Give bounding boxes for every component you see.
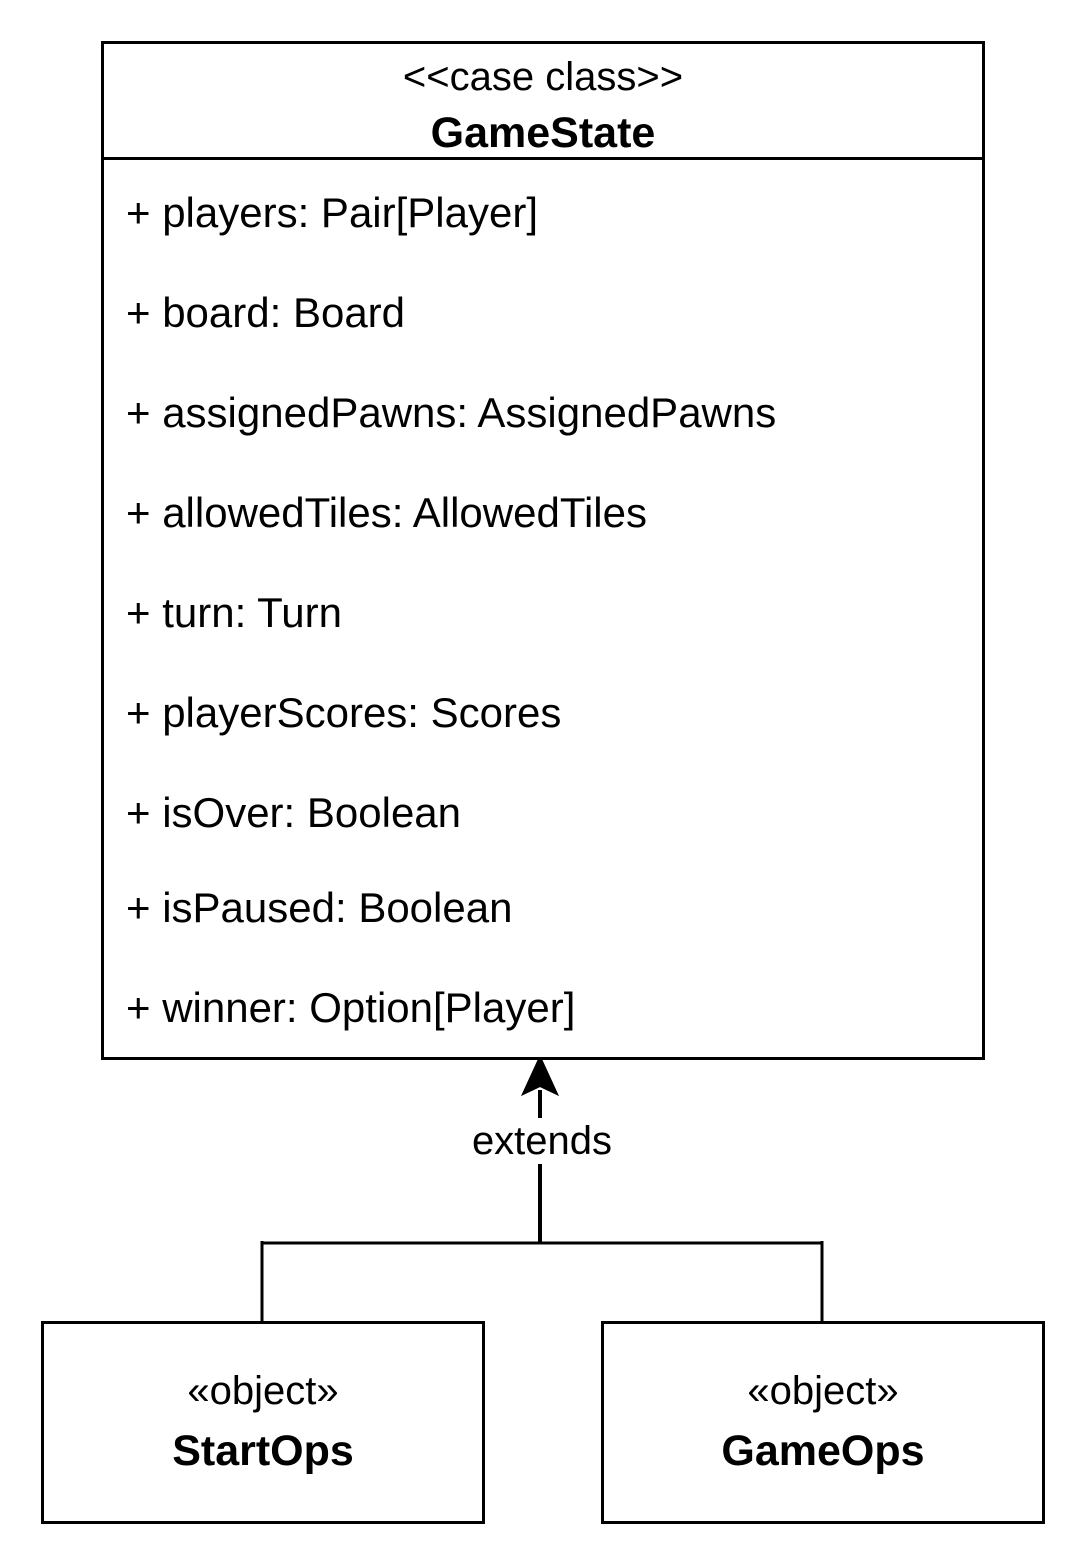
gamestate-class[interactable]: <<case class>> GameState + players: Pair… bbox=[101, 41, 985, 1060]
attribute-winner: + winner: Option[Player] bbox=[126, 984, 576, 1031]
gamestate-stereotype: <<case class>> bbox=[402, 55, 684, 99]
gameops-name: GameOps bbox=[721, 1427, 925, 1475]
gamestate-name: GameState bbox=[430, 109, 656, 157]
gameops-stereotype: «object» bbox=[747, 1369, 899, 1413]
startops-name: StartOps bbox=[172, 1427, 354, 1475]
attribute-assignedpawns: + assignedPawns: AssignedPawns bbox=[126, 389, 777, 436]
attribute-allowedtiles: + allowedTiles: AllowedTiles bbox=[126, 489, 647, 536]
extends-label: extends bbox=[440, 1118, 644, 1164]
gamestate-header: <<case class>> GameState bbox=[104, 44, 982, 160]
arrowhead-icon bbox=[520, 1054, 560, 1097]
attribute-isover: + isOver: Boolean bbox=[126, 789, 462, 836]
startops-object[interactable]: «object» StartOps bbox=[41, 1321, 485, 1524]
attribute-playerscores: + playerScores: Scores bbox=[126, 689, 562, 736]
attribute-turn: + turn: Turn bbox=[126, 589, 342, 636]
attribute-ispaused: + isPaused: Boolean bbox=[126, 884, 513, 931]
gameops-object[interactable]: «object» GameOps bbox=[601, 1321, 1045, 1524]
startops-stereotype: «object» bbox=[187, 1369, 339, 1413]
attribute-players: + players: Pair[Player] bbox=[126, 189, 539, 236]
attribute-board: + board: Board bbox=[126, 289, 406, 336]
